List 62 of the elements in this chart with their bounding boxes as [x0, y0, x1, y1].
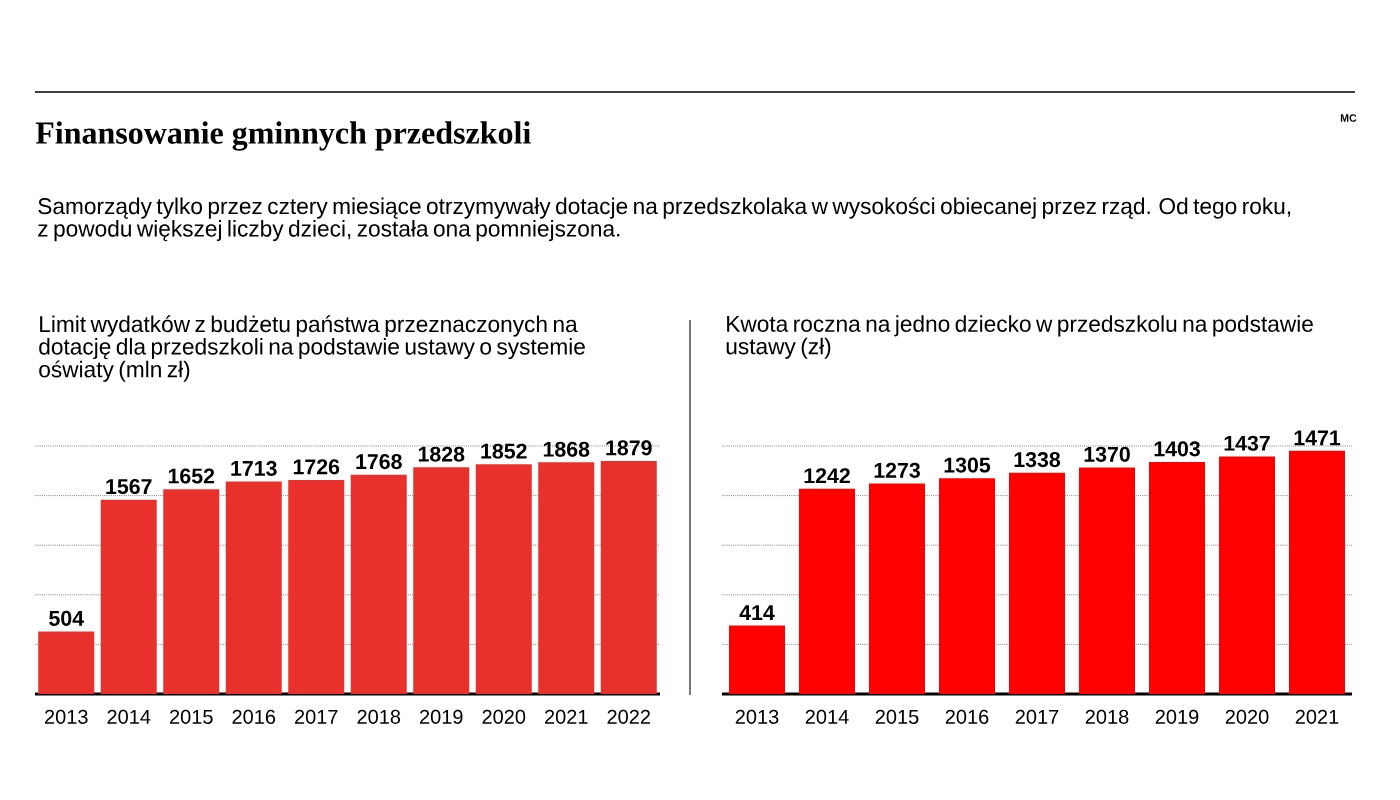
bar: [475, 464, 532, 694]
x-tick-label: 2014: [107, 709, 151, 724]
bar: [799, 488, 856, 694]
bar: [869, 483, 926, 694]
x-tick-label: 2019: [420, 709, 463, 724]
x-tick-label: 2021: [1295, 709, 1339, 724]
x-tick-label: 2018: [1085, 709, 1129, 724]
chart-title: Finansowanie gminnych przedszkoli: [35, 121, 531, 151]
y-axis-title: Kwota roczna na jedno dziecko w przedszkolu na podstawie ustawy (zł): [726, 315, 1313, 359]
data-label: 1879: [606, 440, 652, 456]
data-label: 1868: [543, 441, 590, 457]
x-tick-label: 2021: [545, 709, 588, 724]
data-label: 1403: [1154, 441, 1200, 457]
bar: [225, 481, 282, 694]
x-tick-label: 2014: [805, 709, 849, 724]
x-tick-label: 2018: [357, 709, 401, 724]
x-tick-label: 2013: [735, 709, 779, 724]
data-label: 1338: [1014, 452, 1061, 468]
bar: [350, 474, 407, 694]
data-label: 504: [49, 610, 84, 626]
x-tick-label: 2013: [45, 709, 88, 724]
chart-subtitle: Samorządy tylko przez cztery miesiące otrzymywały dotacje na przedszkolaka w wysokości obiecanej przez rząd. Od tego roku, z powodu większej liczby dzieci, została ona pomniejszona.: [38, 197, 1291, 242]
data-label: 1828: [418, 446, 465, 462]
x-tick-label: 2016: [945, 709, 989, 724]
text: MC: [1340, 114, 1357, 122]
bar: [1079, 467, 1136, 694]
x-tick-label: 2015: [875, 709, 919, 724]
bar: [163, 489, 220, 694]
bar: [288, 479, 345, 694]
bar: [1219, 456, 1275, 694]
data-label: 1713: [231, 460, 277, 476]
x-tick-label: 2020: [1225, 709, 1269, 724]
bar: [1289, 450, 1346, 694]
data-label: 1652: [168, 468, 215, 484]
bar: [600, 461, 657, 694]
data-label: 1273: [874, 462, 920, 478]
x-tick-label: 2020: [482, 709, 526, 724]
bar: [729, 625, 786, 694]
data-label: 1768: [356, 454, 402, 470]
bar: [939, 478, 996, 694]
bar: [538, 462, 595, 694]
data-label: 1437: [1224, 435, 1270, 451]
data-label: 1726: [293, 459, 340, 475]
bar: [100, 499, 157, 694]
x-tick-label: 2017: [1015, 709, 1059, 724]
x-tick-label: 2019: [1155, 709, 1199, 724]
x-tick-label: 2017: [295, 709, 338, 724]
y-axis-title: Limit wydatków z budżetu państwa przeznaczonych na dotację dla przedszkoli na podstawie ustawy o systemie oświaty (mln zł): [39, 315, 585, 382]
data-label: 1852: [481, 443, 527, 459]
x-tick-label: 2016: [232, 709, 276, 724]
x-tick-label: 2022: [607, 709, 650, 724]
bar: [38, 631, 95, 694]
data-label: 1471: [1294, 430, 1341, 446]
data-label: 1567: [106, 478, 152, 495]
data-label: 1370: [1084, 446, 1130, 462]
data-label: 1305: [944, 457, 991, 473]
bar: [1009, 472, 1066, 694]
data-label: 1242: [804, 468, 850, 484]
x-tick-label: 2015: [170, 709, 213, 724]
bar: [413, 467, 470, 694]
data-label: 414: [739, 605, 775, 620]
bar: [1149, 462, 1206, 694]
